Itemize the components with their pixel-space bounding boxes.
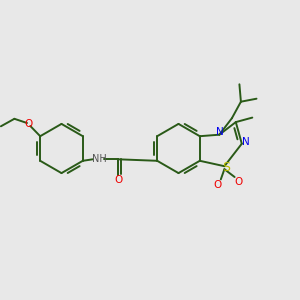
Text: N: N — [216, 127, 224, 137]
Text: O: O — [234, 177, 243, 188]
Text: O: O — [213, 180, 221, 190]
Text: N: N — [242, 137, 249, 147]
Text: O: O — [25, 119, 33, 129]
Text: O: O — [114, 175, 123, 185]
Text: S: S — [222, 160, 230, 174]
Text: NH: NH — [92, 154, 107, 164]
